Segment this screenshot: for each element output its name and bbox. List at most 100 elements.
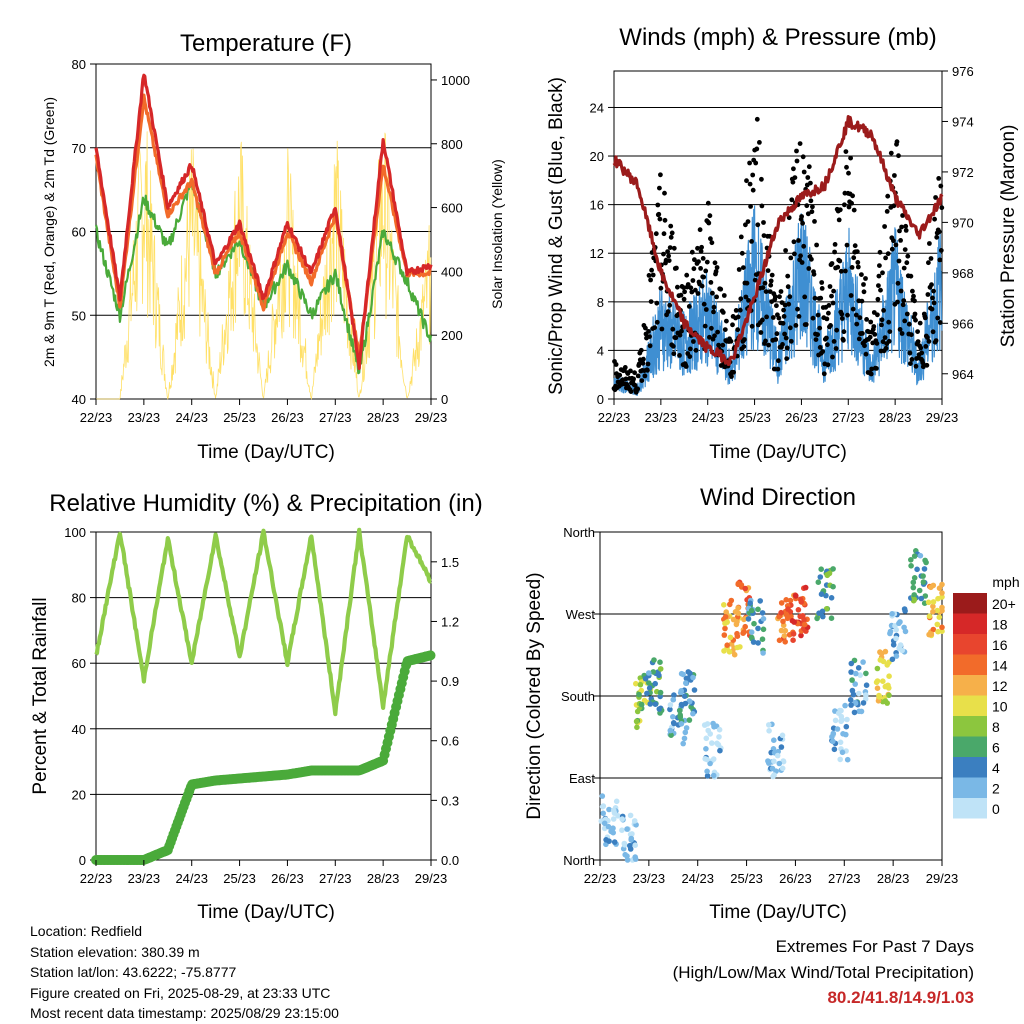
direction-point bbox=[667, 706, 673, 713]
gust-point bbox=[882, 335, 888, 340]
direction-point bbox=[832, 717, 839, 724]
direction-point bbox=[910, 584, 917, 591]
gust-point bbox=[934, 234, 940, 240]
temperature-ytick-label: 80 bbox=[72, 57, 86, 72]
gust-point bbox=[786, 301, 792, 307]
direction-point bbox=[705, 727, 711, 734]
gust-point bbox=[640, 360, 646, 366]
gust-point bbox=[908, 361, 913, 366]
temp-2m-line bbox=[94, 73, 433, 371]
winds-xtick-label: 29/23 bbox=[926, 410, 959, 425]
gust-point bbox=[706, 220, 712, 226]
gust-point bbox=[746, 298, 751, 303]
gust-point bbox=[820, 349, 826, 354]
temperature-y2tick-label: 1000 bbox=[441, 73, 470, 88]
gust-point bbox=[854, 249, 860, 255]
temperature-xtick-label: 27/23 bbox=[319, 410, 352, 425]
gust-point bbox=[795, 306, 800, 312]
direction-point bbox=[766, 728, 772, 734]
direction-point bbox=[650, 669, 657, 675]
gust-point bbox=[631, 376, 636, 382]
gust-point bbox=[881, 308, 886, 313]
gust-point bbox=[859, 298, 865, 304]
direction-point bbox=[908, 557, 914, 563]
direction-point bbox=[899, 647, 905, 654]
direction-point bbox=[798, 599, 805, 605]
direction-point bbox=[840, 731, 846, 737]
extremes-values: 80.2/41.8/14.9/1.03 bbox=[827, 988, 974, 1007]
gust-point bbox=[636, 361, 642, 367]
gust-point bbox=[700, 256, 706, 261]
gust-point bbox=[677, 332, 683, 338]
direction-point bbox=[619, 816, 625, 822]
direction-point bbox=[611, 810, 618, 816]
gust-point bbox=[936, 176, 942, 181]
gust-point bbox=[739, 250, 745, 256]
gust-point bbox=[646, 329, 651, 334]
gust-point bbox=[800, 154, 806, 160]
gust-point bbox=[813, 337, 819, 342]
direction-point bbox=[657, 659, 663, 665]
gust-point bbox=[799, 214, 804, 219]
gust-point bbox=[722, 327, 728, 332]
direction-point bbox=[896, 620, 902, 627]
gust-point bbox=[799, 260, 805, 265]
direction-point bbox=[710, 772, 717, 779]
direction-point bbox=[876, 694, 883, 700]
gust-point bbox=[908, 273, 914, 279]
gust-point bbox=[747, 181, 753, 187]
gust-point bbox=[632, 370, 637, 376]
station-location: Location: Redfield bbox=[30, 923, 143, 939]
gust-point bbox=[825, 362, 831, 368]
direction-point bbox=[703, 746, 709, 752]
gust-point bbox=[902, 318, 908, 324]
temperature-xtick-label: 28/23 bbox=[367, 410, 400, 425]
gust-point bbox=[713, 269, 719, 274]
solar-insolation-line bbox=[96, 131, 432, 400]
gust-point bbox=[924, 362, 930, 368]
gust-point bbox=[761, 220, 766, 225]
gust-point bbox=[658, 285, 664, 291]
gust-point bbox=[826, 310, 831, 316]
direction-point bbox=[939, 604, 945, 611]
direction-point bbox=[679, 702, 685, 709]
station-elevation: Station elevation: 380.39 m bbox=[30, 943, 200, 960]
gust-point bbox=[745, 219, 751, 225]
gust-point bbox=[875, 296, 881, 302]
gust-point bbox=[703, 307, 709, 312]
direction-point bbox=[724, 642, 730, 648]
direction-point bbox=[670, 696, 677, 703]
gust-point bbox=[892, 173, 897, 178]
gust-point bbox=[933, 195, 938, 200]
direction-point bbox=[721, 632, 728, 638]
gust-point bbox=[927, 241, 932, 246]
gust-point bbox=[733, 308, 739, 313]
gust-point bbox=[691, 339, 696, 344]
gust-point bbox=[912, 311, 918, 317]
gust-point bbox=[817, 325, 823, 331]
gust-point bbox=[701, 301, 707, 307]
direction-point bbox=[834, 726, 841, 732]
gust-point bbox=[744, 280, 750, 286]
winds-ytick-label: 16 bbox=[590, 198, 604, 213]
gust-point bbox=[904, 260, 910, 266]
gust-point bbox=[708, 236, 713, 242]
humidity-y2tick-label: 0.3 bbox=[441, 793, 459, 808]
speed-legend-label: 10 bbox=[992, 699, 1008, 715]
direction-point bbox=[926, 631, 932, 638]
gust-point bbox=[803, 322, 809, 327]
gust-point bbox=[769, 272, 775, 278]
gust-point bbox=[857, 315, 863, 321]
direction-point bbox=[704, 768, 710, 775]
gust-point bbox=[754, 146, 760, 152]
gust-point bbox=[761, 233, 767, 239]
direction-point bbox=[610, 816, 617, 822]
gust-point bbox=[860, 331, 865, 336]
gust-point bbox=[731, 369, 736, 375]
gust-point bbox=[889, 246, 895, 252]
gust-point bbox=[903, 228, 909, 233]
gust-point bbox=[743, 222, 748, 228]
gust-point bbox=[815, 332, 820, 337]
direction-point bbox=[613, 798, 620, 805]
direction-point bbox=[926, 613, 933, 619]
